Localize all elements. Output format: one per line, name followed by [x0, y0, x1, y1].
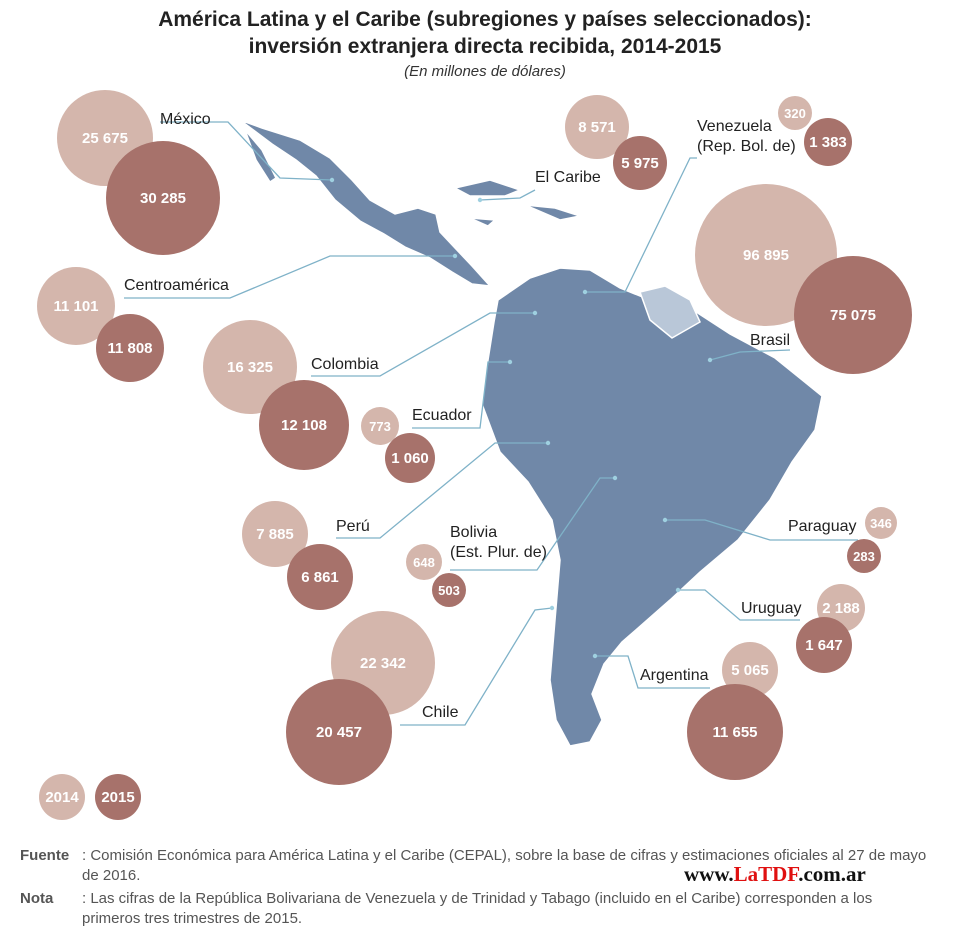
bubble-colombia-2015: 12 108: [259, 380, 349, 470]
leader-line-caribe: [479, 189, 536, 201]
leader-line-uruguay: [678, 589, 800, 621]
bubble-uruguay-2015: 1 647: [796, 617, 852, 673]
bubble-bolivia-2015: 503: [432, 573, 466, 607]
leader-line-colombia: [311, 312, 535, 377]
source-note: Fuente : Comisión Económica para América …: [20, 846, 940, 884]
marker-bolivia: [612, 475, 618, 481]
marker-centro: [452, 253, 458, 259]
marker-colombia: [532, 310, 538, 316]
bubble-centro-2015: 11 808: [96, 314, 164, 382]
label-peru: Perú: [336, 518, 370, 535]
map-mexico: [239, 119, 492, 287]
leader-line-peru: [336, 442, 548, 539]
marker-chile: [549, 605, 555, 611]
map-guianas: [639, 285, 701, 339]
subtitle: (En millones de dólares): [404, 63, 566, 80]
marker-uruguay: [675, 587, 681, 593]
bubble-argentina-2015: 11 655: [687, 684, 783, 780]
label-brasil: Brasil: [750, 332, 791, 349]
map-caribbean: [452, 179, 583, 227]
leader-line-bolivia: [450, 477, 615, 571]
note-label: Nota: [20, 890, 54, 907]
bubble-caribe-2015: 5 975: [613, 136, 667, 190]
label-venezuela: Venezuela (Rep. Bol. de): [697, 118, 796, 155]
marker-paraguay: [662, 517, 668, 523]
bubble-paraguay-2014: 346: [865, 507, 897, 539]
note: Nota : Las cifras de la República Bolivar…: [20, 889, 940, 927]
label-bolivia: Bolivia (Est. Plur. de): [450, 524, 547, 561]
bubble-peru-2015: 6 861: [287, 544, 353, 610]
marker-argentina: [592, 653, 598, 659]
label-ecuador: Ecuador: [412, 407, 472, 424]
bubble-chile-2014: 22 342: [331, 611, 435, 715]
source-text: : Comisión Económica para América Latina…: [82, 847, 927, 884]
leader-line-paraguay: [665, 519, 858, 541]
label-mexico: México: [160, 111, 211, 128]
marker-ecuador: [507, 359, 513, 365]
leader-line-brasil: [709, 349, 791, 361]
label-uruguay: Uruguay: [741, 600, 802, 617]
title-line-2: inversión extranjera directa recibida, 2…: [248, 35, 722, 58]
bubble-mexico-2015: 30 285: [106, 141, 220, 255]
note-text: : Las cifras de la República Bolivariana…: [82, 890, 873, 927]
bubble-ecuador-2015: 1 060: [385, 433, 435, 483]
label-centro: Centroamérica: [124, 277, 229, 294]
leader-line-venezuela: [585, 157, 697, 293]
marker-peru: [545, 440, 551, 446]
leader-line-argentina: [595, 655, 710, 689]
bubble-caribe-2014: 8 571: [565, 95, 629, 159]
label-paraguay: Paraguay: [788, 518, 857, 535]
marker-caribe: [477, 197, 483, 203]
leader-line-mexico: [160, 121, 333, 181]
leader-line-chile: [400, 607, 553, 726]
bubble-brasil-2015: 75 075: [794, 256, 912, 374]
label-chile: Chile: [422, 704, 459, 721]
marker-brasil: [707, 357, 713, 363]
leader-line-centro: [124, 255, 455, 299]
marker-venezuela: [582, 289, 588, 295]
bubble-venezuela-2014: 320: [778, 96, 812, 130]
legend-2014: 2014: [39, 774, 85, 820]
marker-mexico: [329, 177, 335, 183]
label-caribe: El Caribe: [535, 169, 601, 186]
label-colombia: Colombia: [311, 356, 379, 373]
watermark: www.LaTDF.com.ar: [684, 862, 866, 886]
label-argentina: Argentina: [640, 667, 709, 684]
bubble-venezuela-2015: 1 383: [804, 118, 852, 166]
bubble-paraguay-2015: 283: [847, 539, 881, 573]
legend-2015: 2015: [95, 774, 141, 820]
leader-line-ecuador: [412, 361, 510, 429]
bubble-chile-2015: 20 457: [286, 679, 392, 785]
source-label: Fuente: [20, 847, 70, 864]
bubble-bolivia-2014: 648: [406, 544, 442, 580]
title-line-1: América Latina y el Caribe (subregiones …: [158, 8, 812, 31]
